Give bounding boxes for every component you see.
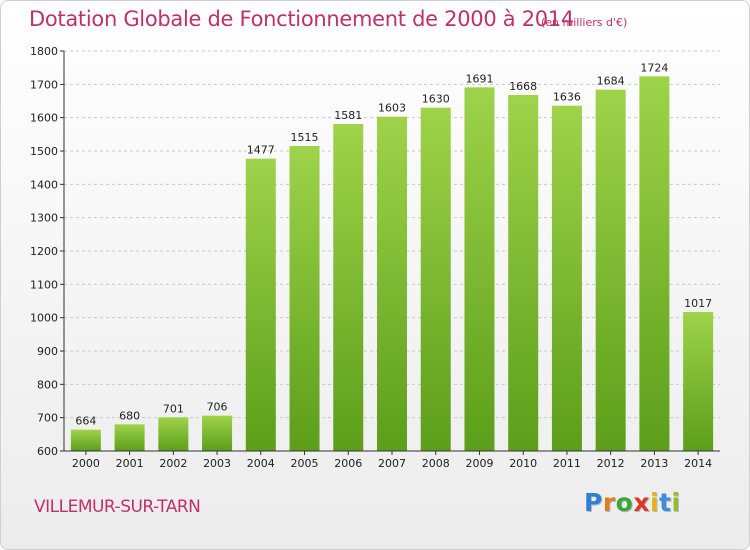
bar-value-label: 1684: [597, 75, 625, 88]
x-tick-label: 2008: [422, 457, 450, 470]
bar-2000: [70, 429, 101, 451]
x-tick-label: 2014: [684, 457, 712, 470]
bar-value-label: 1477: [247, 144, 275, 157]
bar-2009: [464, 87, 495, 451]
brand-letter: x: [633, 488, 650, 517]
x-tick-label: 2006: [334, 457, 362, 470]
y-tick-label: 600: [37, 445, 58, 458]
bar-value-label: 1630: [422, 93, 450, 106]
brand-letter: i: [650, 488, 660, 517]
bar-value-label: 1603: [378, 102, 406, 115]
y-tick-label: 1400: [30, 178, 58, 191]
x-tick-label: 2013: [640, 457, 668, 470]
axes: 600 700 800 900 1000 1100 1200 1300 1400 1500 1600…: [30, 45, 720, 470]
bar-2007: [377, 116, 407, 452]
bar-2008: [420, 107, 451, 452]
x-tick-label: 2000: [72, 457, 100, 470]
x-tick-label: 2009: [465, 457, 493, 470]
bar-2003: [202, 415, 233, 451]
y-tick-label: 1700: [30, 78, 58, 91]
bar-value-label: 1691: [465, 72, 493, 85]
y-tick-label: 1200: [30, 245, 58, 258]
y-tick-label: 900: [37, 345, 58, 358]
y-tick-label: 1300: [30, 212, 58, 225]
bar-value-label: 1636: [553, 91, 581, 104]
location-label: VILLEMUR-SUR-TARN: [34, 497, 201, 517]
bar-value-label: 680: [119, 409, 140, 422]
y-tick-label: 1100: [30, 278, 58, 291]
chart-subtitle: (en milliers d'€): [541, 16, 628, 29]
x-tick-label: 2007: [378, 457, 406, 470]
x-tick-label: 2003: [203, 457, 231, 470]
brand-logo: Proxiti: [584, 488, 681, 517]
bar-2004: [245, 158, 276, 451]
bars: 664 680 701 706 1477 1515 1581 1603 1630 1691 1668…: [70, 61, 714, 452]
x-tick-label: 2012: [597, 457, 625, 470]
bar-value-label: 664: [75, 415, 96, 428]
y-tick-label: 800: [37, 378, 58, 391]
bar-2013: [639, 76, 670, 451]
bar-2006: [333, 124, 364, 451]
brand-letter: t: [659, 488, 672, 517]
y-tick-label: 1500: [30, 145, 58, 158]
y-tick-label: 1800: [30, 45, 58, 58]
bar-2001: [114, 424, 145, 451]
x-tick-label: 2005: [291, 457, 319, 470]
bar-2005: [289, 146, 320, 451]
x-tick-label: 2004: [247, 457, 275, 470]
bar-value-label: 1724: [640, 61, 668, 74]
bar-value-label: 1581: [334, 109, 362, 122]
bar-value-label: 1515: [291, 131, 319, 144]
brand-letter: i: [671, 488, 681, 517]
x-tick-label: 2002: [159, 457, 187, 470]
x-tick-label: 2010: [509, 457, 537, 470]
brand-letter: r: [602, 488, 616, 517]
x-tick-label: 2011: [553, 457, 581, 470]
y-tick-label: 1000: [30, 312, 58, 325]
y-tick-label: 700: [37, 412, 58, 425]
bar-2011: [551, 105, 582, 452]
bar-2010: [508, 95, 539, 451]
x-tick-label: 2001: [116, 457, 144, 470]
brand-letter: P: [584, 488, 603, 517]
chart-title: Dotation Globale de Fonctionnement de 20…: [29, 7, 574, 31]
brand-letter: o: [615, 488, 634, 517]
y-tick-label: 1600: [30, 112, 58, 125]
bar-value-label: 706: [207, 401, 228, 414]
bar-2002: [158, 417, 189, 451]
bar-value-label: 1668: [509, 80, 537, 93]
bar-value-label: 701: [163, 402, 184, 415]
bar-value-label: 1017: [684, 297, 712, 310]
bar-2012: [595, 89, 626, 452]
bar-2014: [683, 312, 714, 451]
